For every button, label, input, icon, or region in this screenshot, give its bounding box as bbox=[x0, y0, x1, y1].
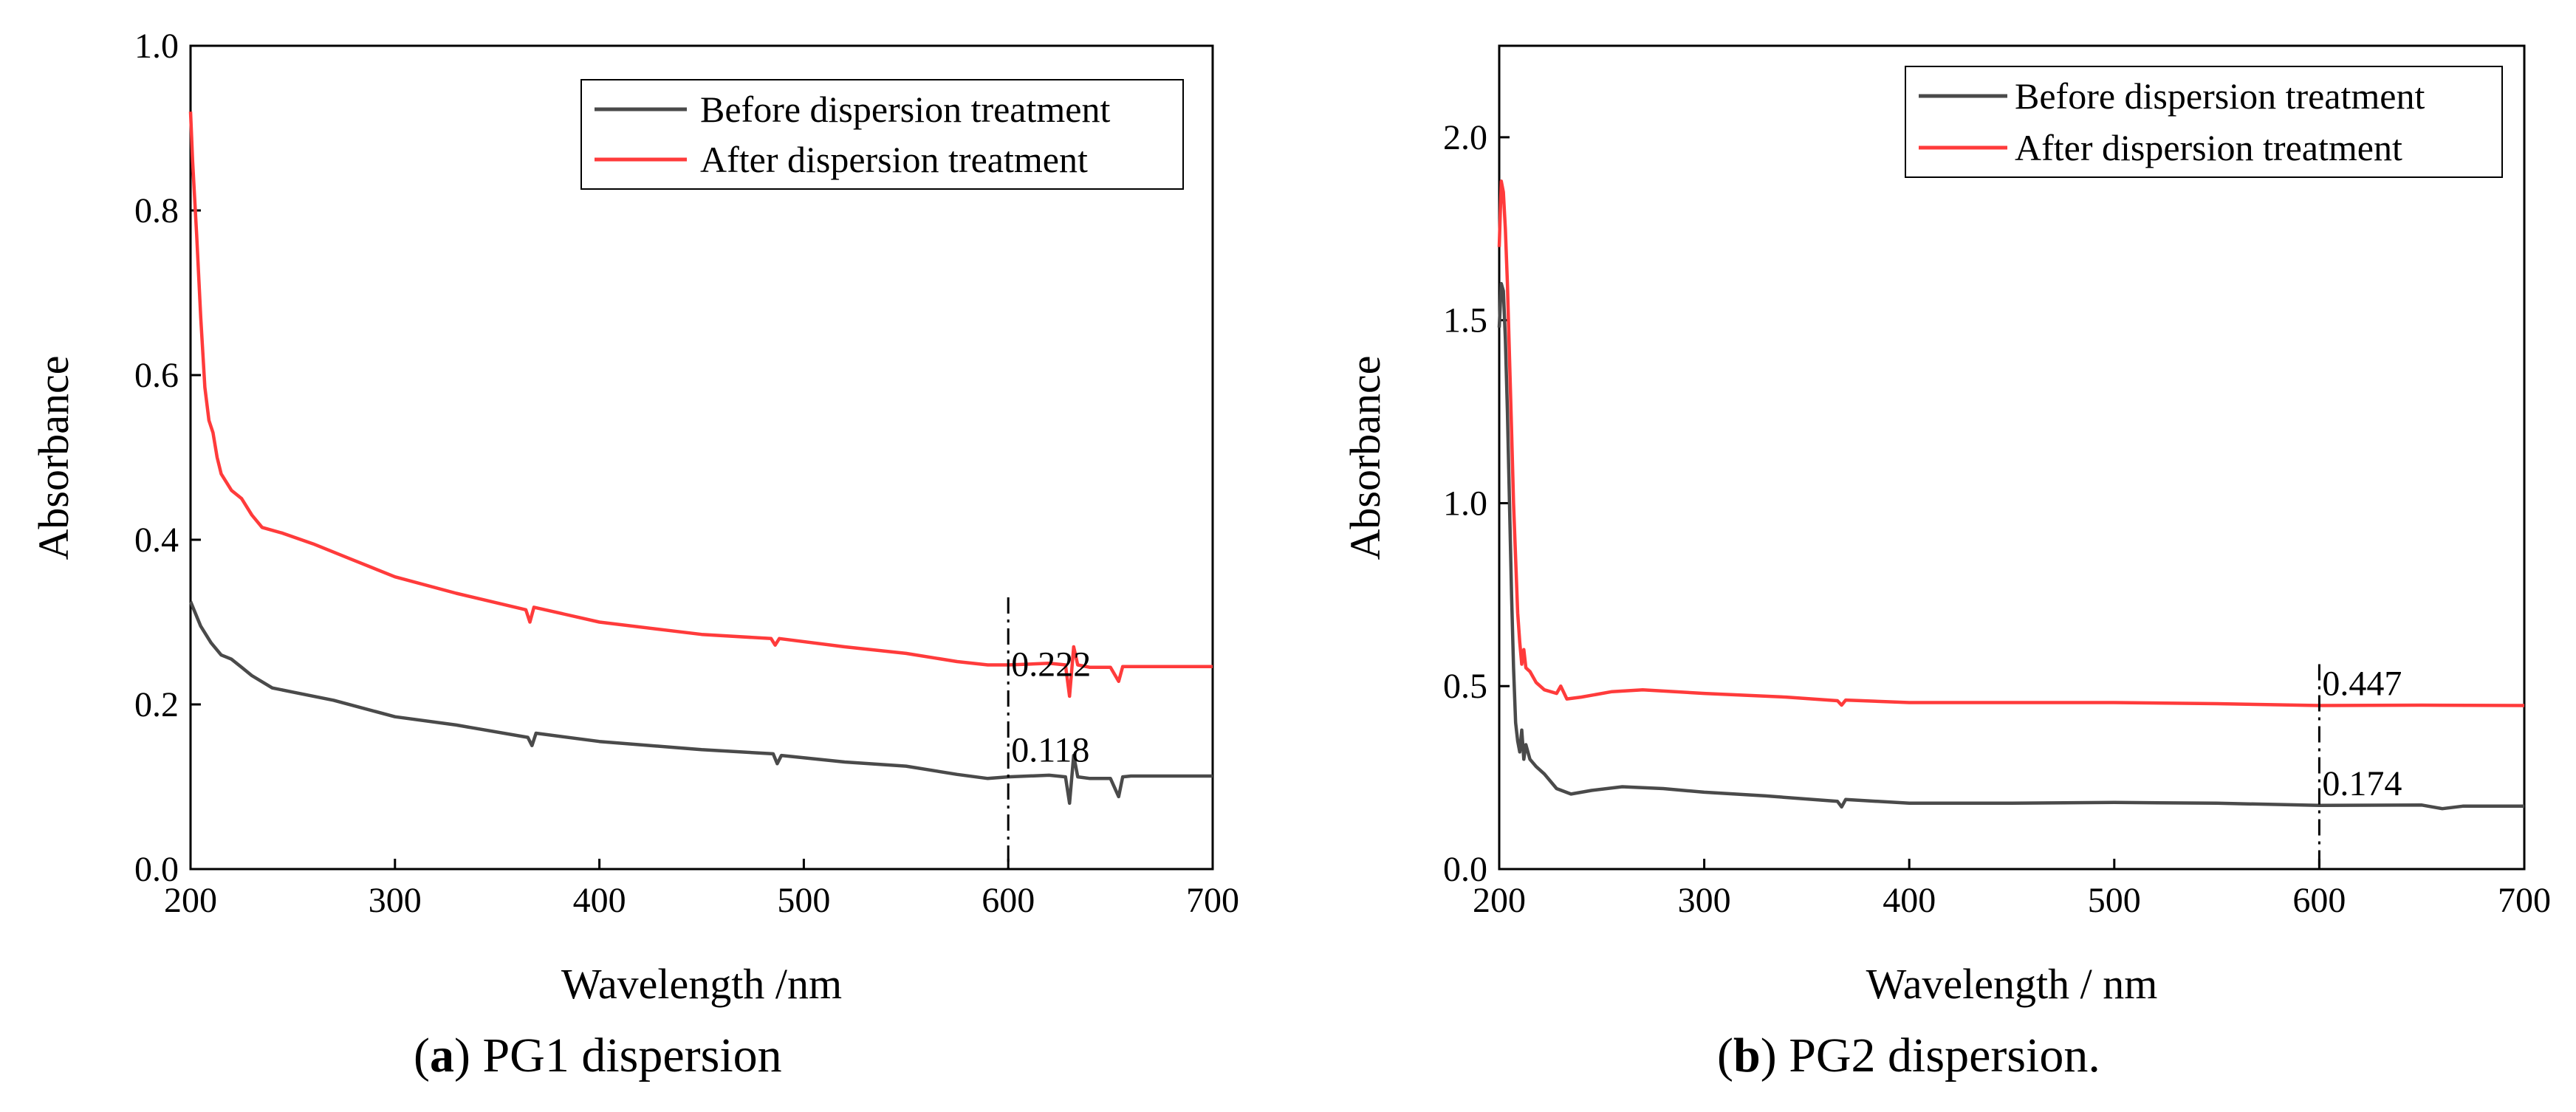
panel-b-annotation-value: 0.447 bbox=[2322, 664, 2402, 703]
panel-b-caption: (b) PG2 dispersion. bbox=[1717, 1029, 2100, 1082]
panel-a-x-tick-label: 500 bbox=[777, 881, 830, 920]
panel-a-y-tick-label: 0.0 bbox=[134, 850, 179, 889]
panel-a-x-tick-label: 200 bbox=[164, 881, 217, 920]
panel-b-x-tick-label: 600 bbox=[2292, 881, 2346, 920]
panel-b-series-before-line bbox=[1497, 281, 2524, 811]
panel-a-y-tick-label: 0.8 bbox=[134, 191, 179, 230]
panel-a-y-tick-label: 0.6 bbox=[134, 356, 179, 395]
panel-a-x-axis-label: Wavelength /nm bbox=[561, 960, 842, 1008]
panel-b-x-tick-label: 300 bbox=[1678, 881, 1731, 920]
panel-a-x-tick-label: 400 bbox=[573, 881, 626, 920]
panel-a-caption-text: PG1 dispersion bbox=[482, 1029, 782, 1082]
panel-b-legend-label-before: Before dispersion treatment bbox=[2015, 75, 2425, 117]
panel-a-legend-label-after: After dispersion treatment bbox=[700, 139, 1088, 180]
panel-a-y-tick-label: 0.2 bbox=[134, 685, 179, 724]
panel-a-legend-label-before: Before dispersion treatment bbox=[700, 89, 1110, 130]
panel-a-y-axis-label: Absorbance bbox=[30, 355, 78, 560]
panel-a-legend-box bbox=[580, 79, 1184, 190]
panel-b-legend: Before dispersion treatment After disper… bbox=[1905, 66, 2503, 178]
panel-b-y-axis-label: Absorbance bbox=[1341, 355, 1389, 560]
panel-a-chart: 200 300 400 500 600 700 0.0 0.2 0.4 0.6 0.8 1.0 0.… bbox=[30, 27, 1239, 1008]
panel-b-y-tick-label: 0.5 bbox=[1443, 667, 1487, 706]
panel-a-annotation-value: 0.118 bbox=[1011, 730, 1089, 769]
panel-b-y-tick-label: 1.0 bbox=[1443, 484, 1487, 523]
panel-b-chart: 200 300 400 500 600 700 0.0 0.5 1.0 1.5 2.0 0.447… bbox=[1341, 44, 2551, 1008]
panel-a-x-tick-label: 600 bbox=[982, 881, 1035, 920]
panel-a-y-tick-label: 0.4 bbox=[134, 521, 179, 560]
panel-b-caption-text: PG2 dispersion. bbox=[1789, 1029, 2100, 1082]
panel-a-caption: (a) PG1 dispersion bbox=[414, 1029, 782, 1082]
panel-a-legend: Before dispersion treatment After disper… bbox=[580, 79, 1184, 190]
panel-a-x-tick-label: 700 bbox=[1186, 881, 1239, 920]
panel-b-y-tick-label: 0.0 bbox=[1443, 850, 1487, 889]
panel-b-x-axis-label: Wavelength / nm bbox=[1866, 960, 2158, 1008]
panel-b-x-tick-label: 200 bbox=[1473, 881, 1526, 920]
panel-b-x-tick-label: 400 bbox=[1883, 881, 1936, 920]
panel-a-plot-frame bbox=[189, 44, 1214, 871]
panel-a-annotation-value: 0.222 bbox=[1011, 645, 1091, 684]
panel-a-series-before-line bbox=[188, 600, 1213, 806]
panel-b-legend-box bbox=[1905, 66, 2503, 178]
panel-b-legend-label-after: After dispersion treatment bbox=[2015, 127, 2402, 168]
panel-b-series-after-line bbox=[1497, 179, 2525, 707]
panel-b-plot-frame bbox=[1498, 44, 2526, 871]
panel-b-caption-letter: b bbox=[1733, 1029, 1761, 1082]
panel-a-x-tick-label: 300 bbox=[369, 881, 422, 920]
panel-a-series-after-line bbox=[188, 111, 1213, 699]
panel-b-y-tick-label: 2.0 bbox=[1443, 118, 1487, 157]
panel-b-x-tick-label: 700 bbox=[2498, 881, 2551, 920]
panel-b-annotation-value: 0.174 bbox=[2322, 764, 2402, 803]
panel-a-caption-letter: a bbox=[429, 1029, 454, 1082]
panel-b-x-tick-label: 500 bbox=[2088, 881, 2141, 920]
panel-a-y-tick-label: 1.0 bbox=[134, 27, 179, 66]
panel-b-y-tick-label: 1.5 bbox=[1443, 301, 1487, 340]
